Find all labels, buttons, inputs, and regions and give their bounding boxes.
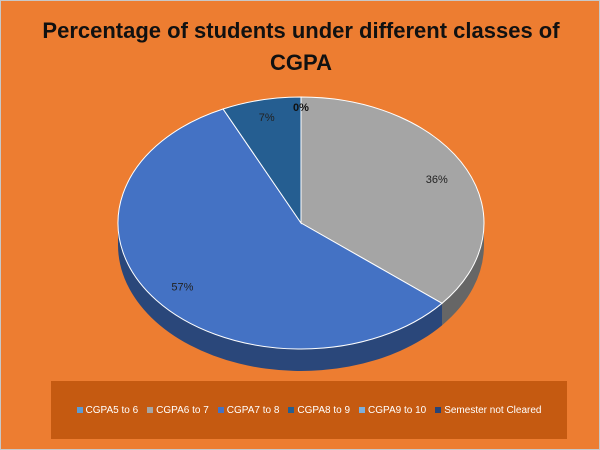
legend-item-cgpa8-to-9: CGPA8 to 9 xyxy=(288,405,350,416)
legend-item-cgpa7-to-8: CGPA7 to 8 xyxy=(217,404,280,416)
legend-item-semester-not-cleared: Semester not Cleared xyxy=(435,405,541,416)
pie-slice-cgpa6-to-7 xyxy=(300,96,485,304)
legend-item-cgpa6-to-7: CGPA6 to 7 xyxy=(147,405,209,416)
data-label-cgpa6-to-7: 36% xyxy=(426,174,448,186)
pie-slice-cgpa8-to-9 xyxy=(222,96,302,225)
data-label-cgpa8-to-9: 7% xyxy=(259,112,275,124)
pie-slice-cgpa7-to-8-side xyxy=(118,223,443,371)
legend-swatch-cgpa5-to-6 xyxy=(76,407,83,413)
legend-label-cgpa9-to-10: CGPA9 to 10 xyxy=(368,404,427,416)
legend-swatch-cgpa8-to-9 xyxy=(288,407,295,413)
data-label-semester-not-cleared: 0% xyxy=(293,102,309,114)
chart-legend: CGPA5 to 6 CGPA6 to 7 CGPA7 to 8 CGPA8 to 9… xyxy=(51,381,567,439)
data-label-cgpa7-to-8: 57% xyxy=(171,281,193,293)
legend-swatch-semester-not-cleared xyxy=(435,407,442,413)
legend-label-cgpa8-to-9: CGPA8 to 9 xyxy=(297,404,351,416)
legend-swatch-cgpa6-to-7 xyxy=(147,407,154,413)
legend-label-cgpa7-to-8: CGPA7 to 8 xyxy=(226,404,280,416)
legend-item-cgpa5-to-6: CGPA5 to 6 xyxy=(76,404,139,416)
pie-slice-cgpa7-to-8 xyxy=(117,108,443,350)
legend-swatch-cgpa9-to-10 xyxy=(359,407,366,413)
chart-title: Percentage of students under different c… xyxy=(42,18,560,75)
pie-slice-cgpa6-to-7-side xyxy=(442,223,484,326)
legend-label-cgpa6-to-7: CGPA6 to 7 xyxy=(156,404,209,416)
legend-label-semester-not-cleared: Semester not Cleared xyxy=(444,404,542,416)
legend-swatch-cgpa7-to-8 xyxy=(217,407,224,413)
legend-label-cgpa5-to-6: CGPA5 to 6 xyxy=(85,404,139,416)
legend-item-cgpa9-to-10: CGPA9 to 10 xyxy=(359,405,426,416)
